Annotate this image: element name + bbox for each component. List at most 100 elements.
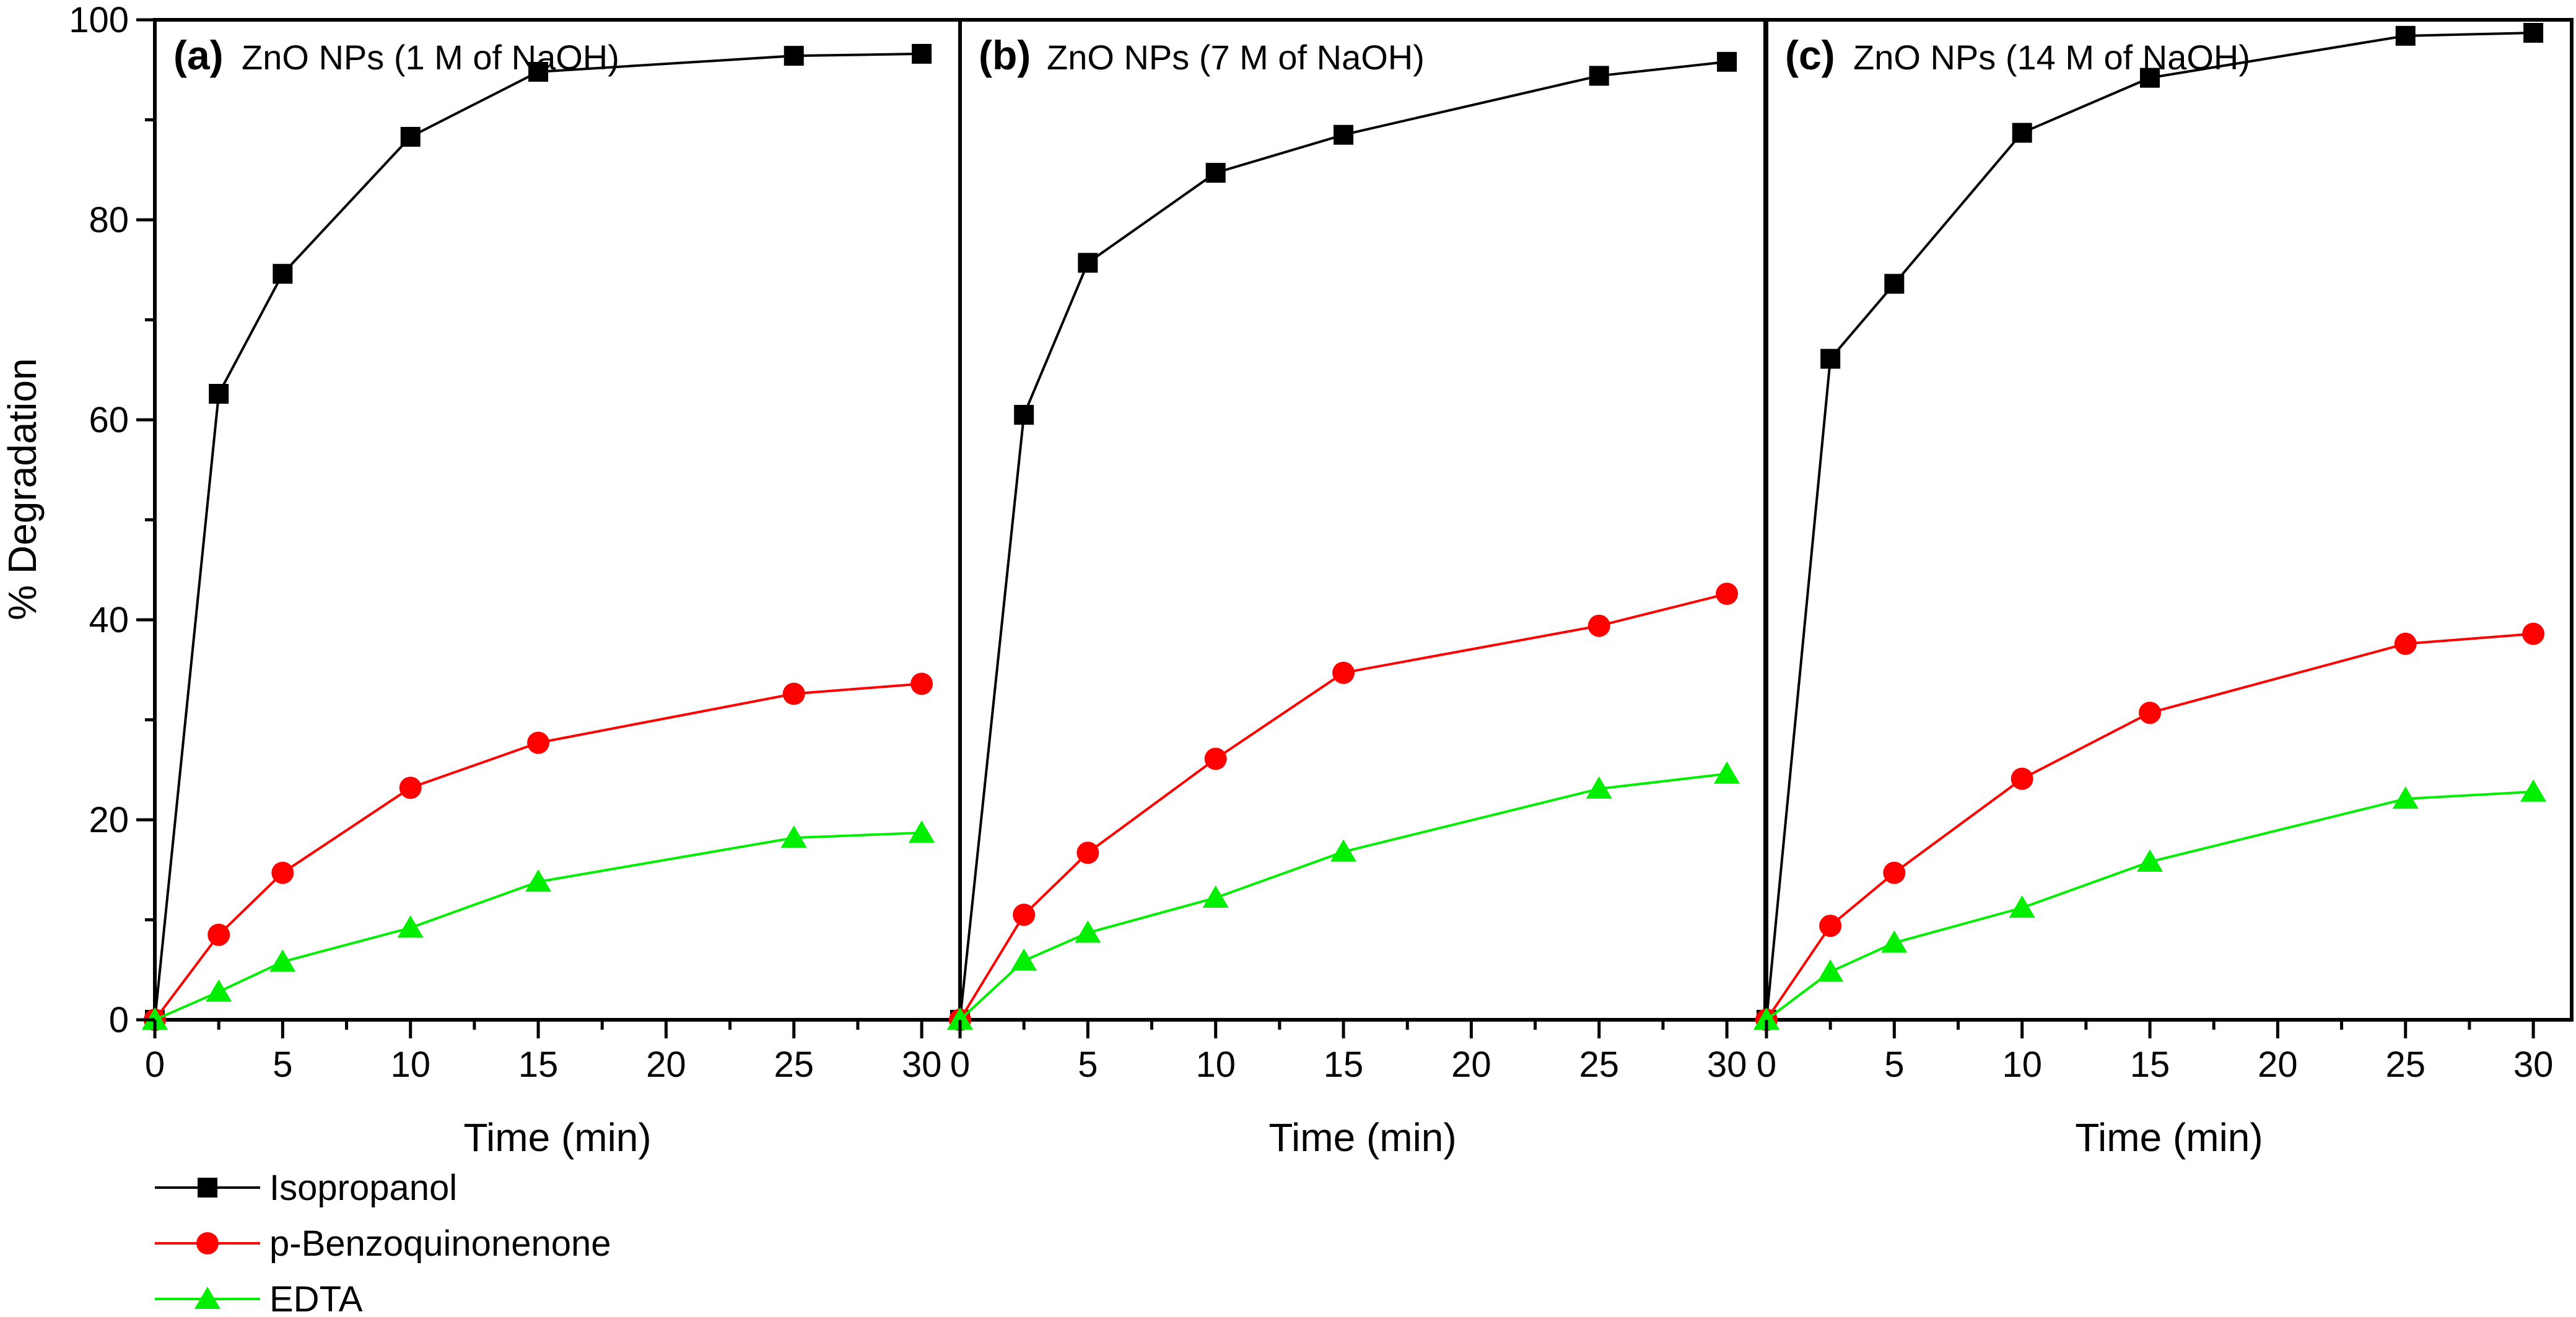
data-point-p-benzoquinonenone — [1332, 661, 1355, 684]
legend-label-edta: EDTA — [269, 1279, 363, 1317]
x-tick-label: 30 — [902, 1045, 942, 1085]
x-tick-label: 25 — [774, 1045, 814, 1085]
x-axis-title: Time (min) — [1268, 1115, 1456, 1160]
data-point-isopropanol — [2012, 123, 2032, 143]
series-line-edta — [1765, 790, 2534, 1021]
data-point-p-benzoquinonenone — [1716, 583, 1739, 606]
panel-tag: (a) — [173, 32, 224, 78]
data-point-isopropanol — [2140, 67, 2160, 88]
data-point-isopropanol — [1884, 274, 1905, 294]
panel-frame-3 — [1765, 18, 2574, 1022]
data-point-p-benzoquinonenone — [782, 682, 805, 705]
data-point-edta — [947, 1007, 973, 1030]
data-point-isopropanol — [1717, 51, 1737, 72]
series-line-edta — [154, 831, 922, 1021]
data-point-p-benzoquinonenone — [2011, 767, 2033, 790]
panel-title: ZnO NPs (1 M of NaOH) — [242, 38, 619, 77]
y-axis-title: % Degradation — [0, 358, 45, 620]
x-tick-label: 25 — [1579, 1045, 1619, 1085]
x-tick-label: 0 — [950, 1045, 970, 1085]
y-tick-label: 80 — [89, 200, 129, 240]
data-point-p-benzoquinonenone — [1587, 614, 1610, 637]
x-tick-label: 20 — [646, 1045, 686, 1085]
data-point-isopropanol — [2395, 25, 2416, 46]
data-point-isopropanol — [912, 43, 932, 64]
data-point-p-benzoquinonenone — [399, 776, 422, 799]
x-tick-label: 0 — [1757, 1045, 1776, 1085]
data-point-edta — [2009, 895, 2035, 918]
x-tick-label: 15 — [2130, 1045, 2170, 1085]
data-point-edta — [1202, 885, 1229, 908]
panel-frames — [153, 18, 2574, 1022]
data-point-edta — [1330, 839, 1357, 862]
y-tick-label: 40 — [89, 600, 129, 640]
y-tick-label: 20 — [89, 800, 129, 840]
series-layer — [142, 22, 2547, 1031]
data-point-p-benzoquinonenone — [1819, 915, 1842, 937]
data-point-edta — [2520, 779, 2547, 802]
series-line-isopropanol — [959, 60, 1727, 1020]
series-line-p-benzoquinonenone — [1765, 632, 2534, 1021]
data-point-p-benzoquinonenone — [2522, 622, 2545, 645]
data-point-isopropanol — [528, 61, 549, 82]
x-tick-label: 5 — [273, 1045, 292, 1085]
data-point-edta — [1817, 959, 1844, 982]
data-point-isopropanol — [400, 126, 421, 147]
data-point-isopropanol — [2523, 22, 2544, 43]
x-tick-label: 5 — [1078, 1045, 1098, 1085]
series-line-p-benzoquinonenone — [959, 593, 1727, 1021]
data-point-edta — [269, 949, 296, 972]
x-tick-label: 10 — [1195, 1045, 1236, 1085]
data-point-edta — [206, 979, 232, 1002]
data-point-edta — [525, 869, 552, 892]
data-point-p-benzoquinonenone — [1204, 747, 1227, 770]
x-tick-label: 10 — [390, 1045, 430, 1085]
x-tick-label: 15 — [1324, 1045, 1364, 1085]
data-point-isopropanol — [784, 46, 804, 66]
x-tick-label: 5 — [1884, 1045, 1904, 1085]
legend-marker-p-benzoquinonenone — [196, 1232, 219, 1254]
data-point-isopropanol — [273, 264, 293, 284]
panel-tag: (c) — [1785, 32, 1835, 78]
x-tick-label: 20 — [2258, 1045, 2298, 1085]
series-line-edta — [959, 772, 1727, 1021]
data-point-edta — [397, 915, 424, 938]
x-tick-label: 25 — [2385, 1045, 2425, 1085]
data-point-edta — [2392, 786, 2419, 809]
data-point-isopropanol — [1014, 404, 1034, 425]
x-tick-label: 20 — [1451, 1045, 1491, 1085]
data-point-edta — [1011, 948, 1037, 971]
y-tick-label: 60 — [89, 400, 129, 440]
data-point-isopropanol — [1820, 349, 1841, 369]
legend-label-isopropanol: Isopropanol — [269, 1168, 457, 1208]
y-tick-label: 100 — [69, 0, 129, 40]
data-point-edta — [1075, 920, 1101, 943]
panel-title: ZnO NPs (7 M of NaOH) — [1047, 38, 1425, 77]
data-point-isopropanol — [1589, 66, 1609, 86]
data-point-p-benzoquinonenone — [527, 731, 550, 754]
data-point-isopropanol — [1078, 253, 1098, 273]
data-point-p-benzoquinonenone — [2139, 702, 2162, 724]
y-tick-label: 0 — [109, 1000, 129, 1040]
panel-title: ZnO NPs (14 M of NaOH) — [1853, 38, 2250, 77]
data-point-p-benzoquinonenone — [271, 861, 294, 884]
data-point-p-benzoquinonenone — [910, 672, 933, 695]
data-point-p-benzoquinonenone — [207, 923, 230, 946]
data-point-isopropanol — [1334, 124, 1354, 145]
panel-tag: (b) — [979, 32, 1031, 78]
x-tick-label: 0 — [145, 1045, 165, 1085]
data-point-isopropanol — [1205, 163, 1226, 183]
data-point-edta — [1753, 1007, 1779, 1030]
data-point-isopropanol — [209, 384, 229, 404]
data-point-edta — [909, 820, 935, 843]
legend-marker-isopropanol — [198, 1178, 217, 1197]
data-point-edta — [2137, 849, 2163, 872]
x-tick-label: 15 — [518, 1045, 559, 1085]
data-point-p-benzoquinonenone — [2394, 632, 2417, 655]
series-line-isopropanol — [1765, 31, 2534, 1020]
axes-layer: (a) ZnO NPs (1 M of NaOH) 0 5 10 15 20 25 30 Time… — [69, 0, 2553, 1160]
legend: Isopropanol p-Benzoquinonenone EDTA — [155, 1168, 611, 1317]
x-axis-title: Time (min) — [463, 1115, 651, 1160]
legend-marker-edta — [194, 1287, 220, 1309]
